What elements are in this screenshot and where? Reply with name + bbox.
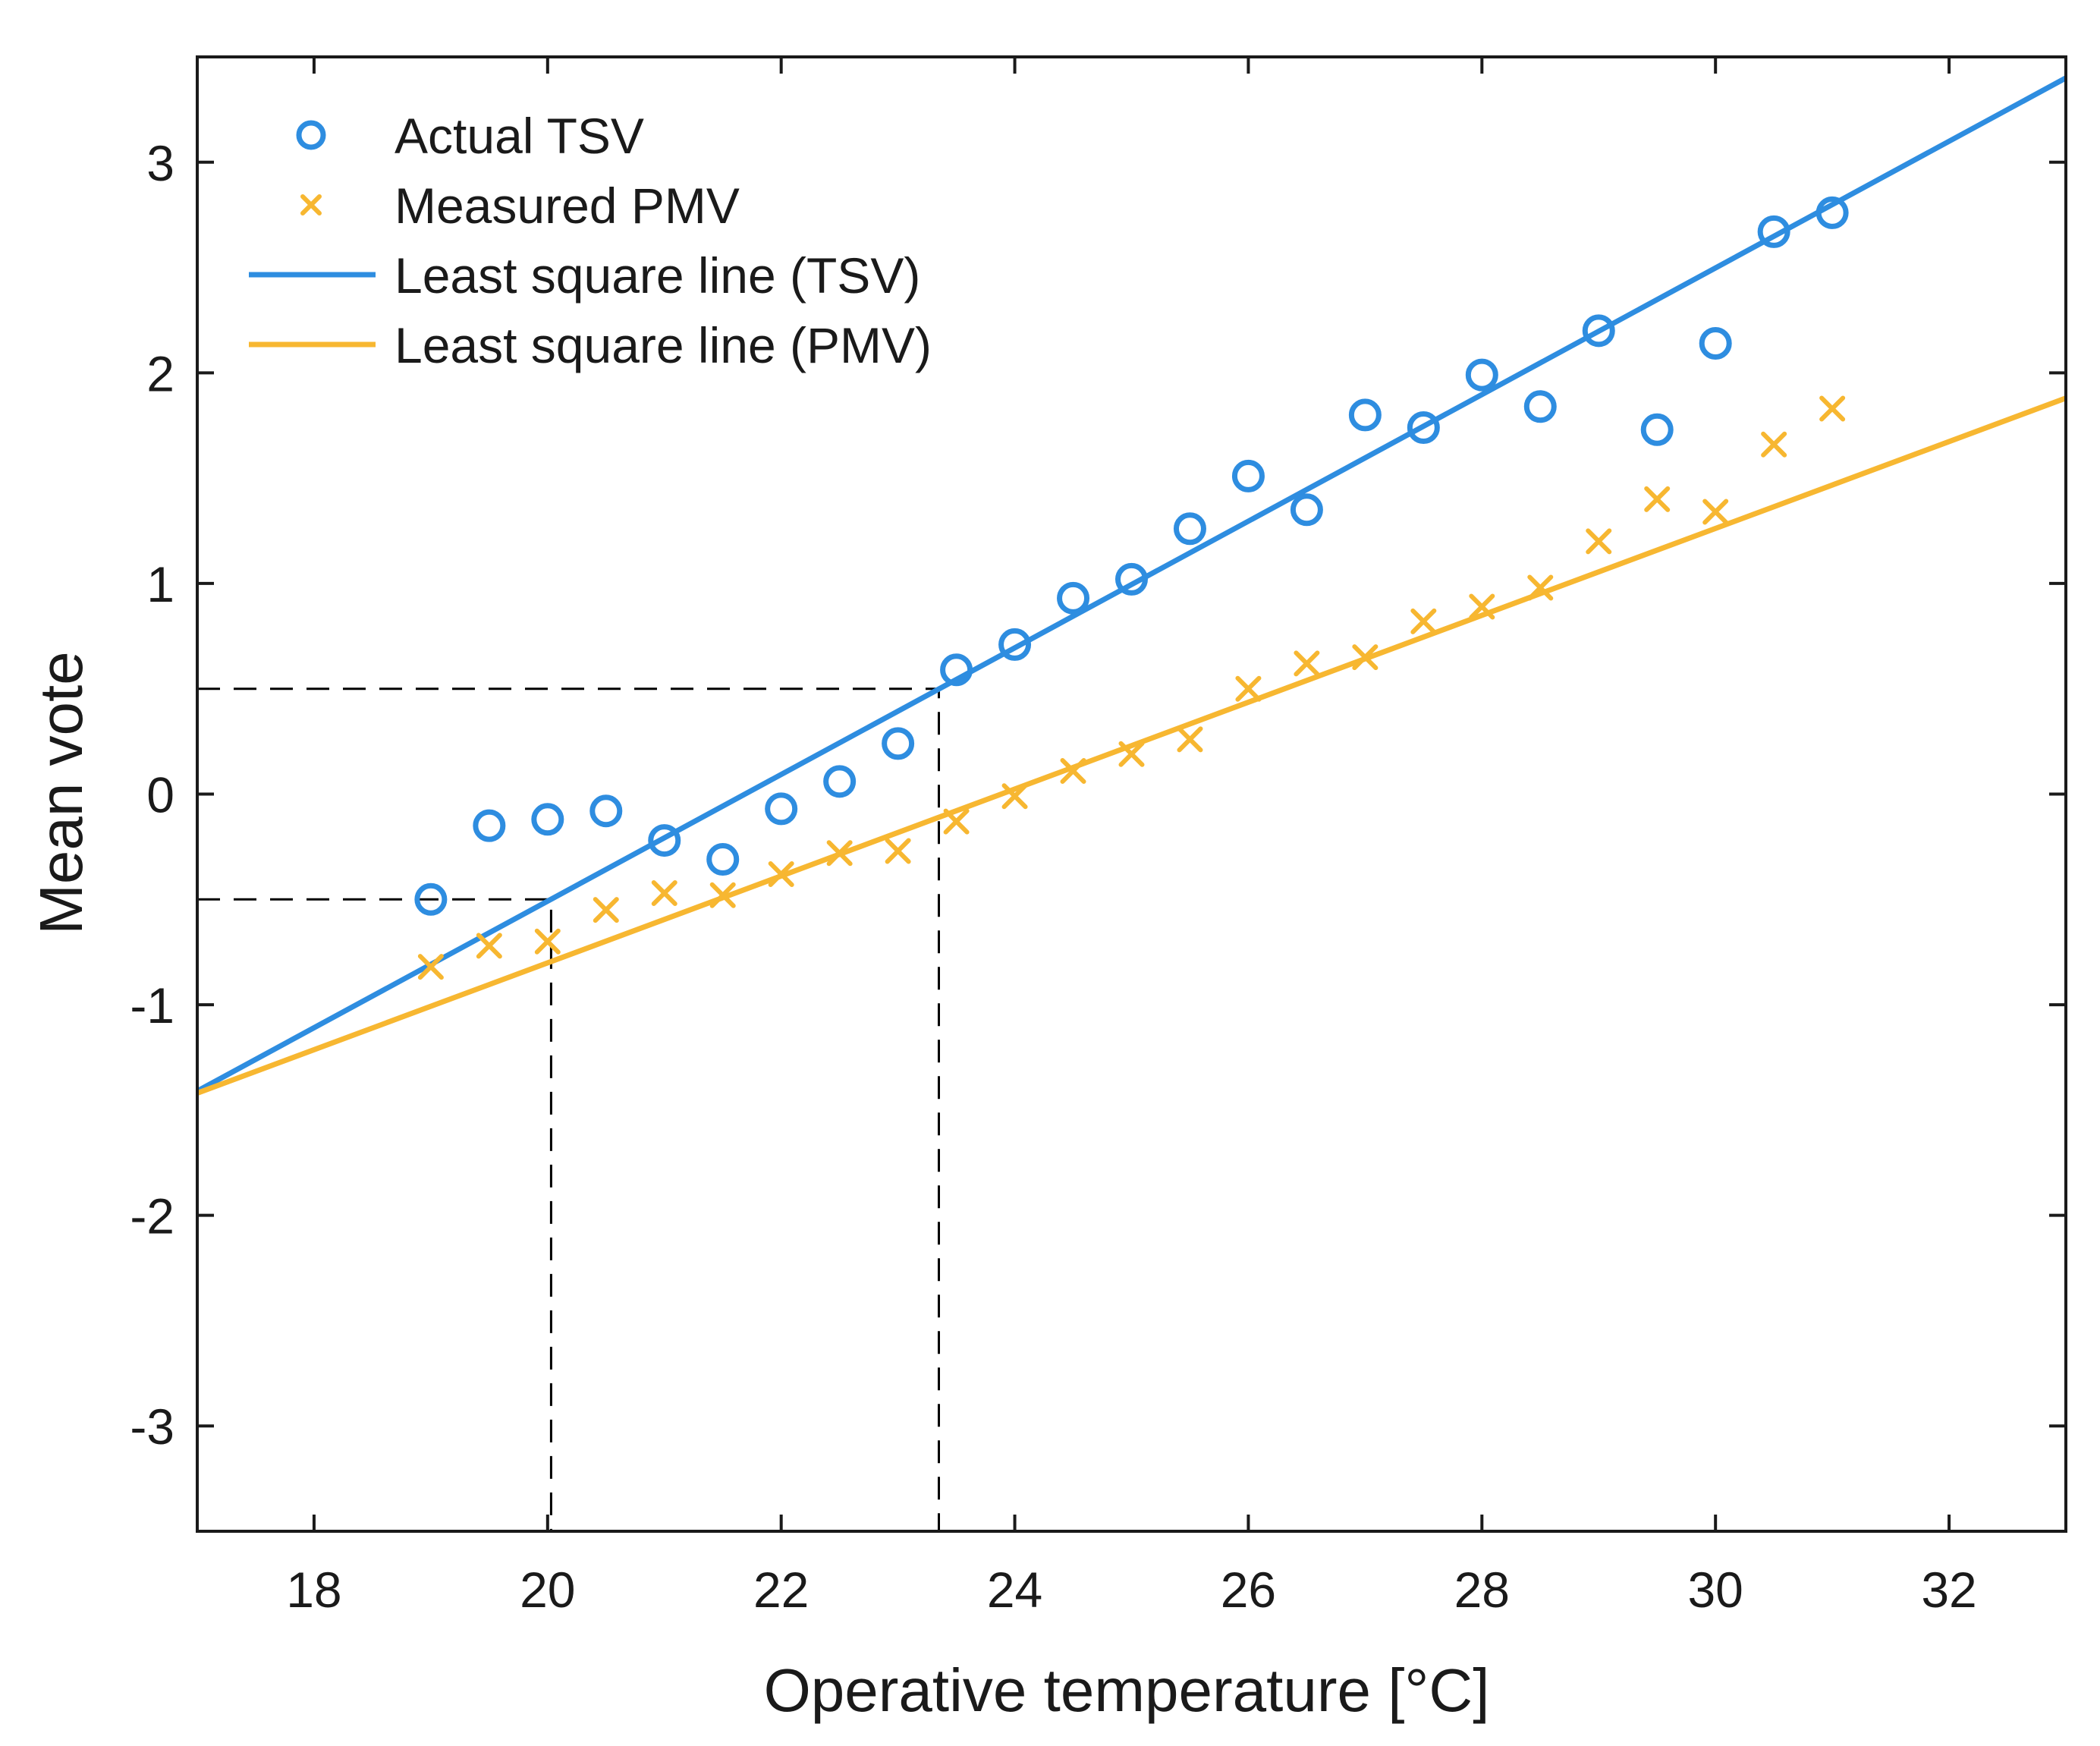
x-tick-label: 20 — [520, 1562, 575, 1618]
x-tick-label: 30 — [1687, 1562, 1743, 1618]
pmv-point — [1001, 783, 1028, 810]
tsv-point — [1582, 314, 1615, 348]
pmv-point — [1761, 431, 1787, 458]
pmv-point — [1177, 726, 1203, 753]
pmv-point — [1118, 741, 1145, 767]
pmv-point — [534, 928, 561, 955]
pmv-point — [1060, 757, 1086, 784]
fit-line-tsv — [197, 75, 2066, 1093]
pmv-point — [709, 882, 736, 908]
tsv-point — [1231, 459, 1265, 492]
pmv-point — [1702, 499, 1729, 525]
pmv-point — [417, 954, 444, 980]
tsv-point — [473, 809, 506, 842]
pmv-point — [1527, 574, 1554, 601]
tsv-point — [882, 727, 915, 760]
pmv-point — [476, 933, 502, 959]
legend-label: Least square line (PMV) — [395, 317, 932, 373]
legend: Actual TSV Measured PMV Least square line … — [249, 108, 932, 373]
x-axis: 18 20 22 24 26 28 30 32 — [286, 57, 1977, 1618]
pmv-point — [651, 879, 677, 906]
pmv-point — [1294, 650, 1320, 677]
tsv-point — [1699, 326, 1732, 360]
tsv-point — [1407, 411, 1440, 445]
x-tick-label: 24 — [987, 1562, 1042, 1618]
tsv-point — [1757, 215, 1790, 248]
tsv-point — [1173, 512, 1206, 546]
y-tick-label: -2 — [130, 1188, 174, 1244]
tsv-point — [1115, 562, 1148, 596]
y-axis: -3 -2 -1 0 1 2 3 — [130, 135, 2066, 1455]
legend-marker-pmv — [300, 194, 322, 215]
y-tick-label: 0 — [146, 767, 174, 823]
x-tick-label: 26 — [1221, 1562, 1276, 1618]
legend-label: Measured PMV — [395, 178, 740, 234]
y-tick-label: 2 — [146, 345, 174, 401]
tsv-point — [1640, 413, 1674, 446]
x-axis-title: Operative temperature [°C] — [764, 1656, 1490, 1724]
legend-label: Least square line (TSV) — [395, 247, 920, 304]
tsv-point — [1815, 196, 1849, 229]
pmv-point — [1235, 675, 1262, 702]
fit-lines — [197, 75, 2066, 1096]
tsv-point — [940, 653, 973, 687]
pmv-point — [1469, 593, 1495, 620]
legend-label: Actual TSV — [395, 108, 644, 164]
tsv-point — [765, 792, 798, 826]
tsv-point — [1465, 358, 1498, 392]
y-axis-title: Mean vote — [27, 651, 95, 935]
tsv-point — [706, 843, 740, 876]
pmv-point — [593, 897, 619, 923]
tsv-point — [998, 628, 1032, 661]
y-tick-label: -1 — [130, 977, 174, 1033]
pmv-point — [1352, 644, 1379, 671]
fit-line-pmv — [197, 395, 2066, 1096]
pmv-point — [943, 808, 970, 835]
x-tick-label: 22 — [753, 1562, 809, 1618]
legend-marker-tsv — [296, 120, 326, 150]
x-tick-label: 18 — [286, 1562, 341, 1618]
pmv-point — [1644, 486, 1671, 512]
x-tick-label: 28 — [1454, 1562, 1510, 1618]
tsv-point — [1523, 390, 1557, 423]
tsv-point — [648, 824, 681, 857]
guide-neutral-lower — [197, 898, 552, 1531]
x-tick-label: 32 — [1921, 1562, 1976, 1618]
pmv-point — [1410, 608, 1437, 634]
tsv-point — [531, 803, 564, 836]
tsv-point — [1348, 398, 1382, 432]
tsv-point — [1057, 581, 1090, 615]
y-tick-label: 3 — [146, 135, 174, 191]
pmv-point — [768, 860, 794, 887]
pmv-point — [1819, 395, 1846, 422]
data-points — [414, 196, 1849, 980]
tsv-point — [1290, 493, 1323, 527]
tsv-point — [414, 882, 448, 916]
pmv-point — [885, 838, 911, 864]
pmv-point — [826, 840, 853, 867]
tsv-point — [823, 765, 857, 798]
tsv-point — [589, 794, 623, 828]
y-tick-label: 1 — [146, 556, 174, 612]
y-tick-label: -3 — [130, 1398, 174, 1455]
pmv-point — [1586, 528, 1612, 555]
